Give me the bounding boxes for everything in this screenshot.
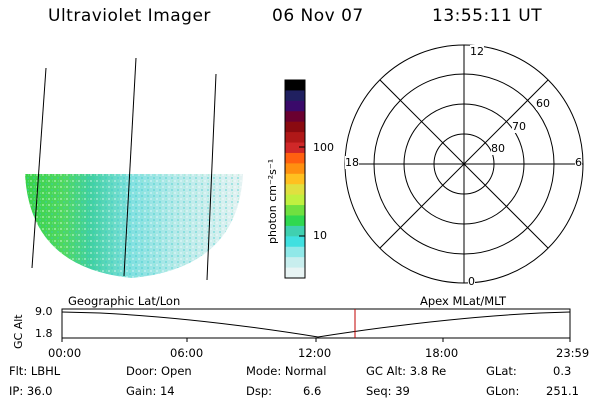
- mlt-label-0: 0: [468, 275, 475, 288]
- time-tick-0600: 06:00: [170, 346, 204, 360]
- instrument-title: Ultraviolet Imager: [48, 6, 211, 26]
- dsp-label: Dsp:: [246, 384, 273, 398]
- time-tick-0000: 00:00: [48, 346, 82, 360]
- colorbar-segment: [285, 111, 305, 123]
- mlt-label-18: 18: [345, 156, 359, 169]
- altitude-ymin: 1.8: [35, 327, 53, 340]
- colorbar-segment: [285, 132, 305, 144]
- glat-label: GLat:: [486, 364, 517, 378]
- apex-caption: Apex MLat/MLT: [420, 294, 507, 308]
- colorbar-segment: [285, 121, 305, 133]
- auroral-image: [25, 174, 243, 278]
- colorbar-ticks: [299, 146, 305, 237]
- gain-label: Gain: 14: [126, 384, 175, 398]
- altitude-ymax: 9.0: [35, 305, 53, 318]
- time-tick-1200: 12:00: [298, 346, 332, 360]
- lat-label-80: 80: [491, 142, 505, 155]
- colorbar-segment: [285, 257, 305, 269]
- colorbar-segment: [285, 205, 305, 217]
- dsp-value: 6.6: [303, 384, 322, 398]
- polar-grid: [344, 44, 584, 284]
- glat-value: 0.3: [553, 364, 572, 378]
- lat-label-70: 70: [512, 120, 526, 133]
- colorbar-segment: [285, 90, 305, 102]
- time-tick-1800: 18:00: [425, 346, 459, 360]
- colorbar-segment: [285, 246, 305, 258]
- mlt-label-6: 6: [575, 156, 582, 169]
- colorbar-segment: [285, 236, 305, 248]
- colorbar-segment: [285, 142, 305, 154]
- door-label: Door: Open: [126, 364, 192, 378]
- seq-label: Seq: 39: [366, 384, 410, 398]
- glon-value: 251.1: [546, 384, 579, 398]
- colorbar-segment: [285, 163, 305, 175]
- gc-alt-label: GC Alt: 3.8 Re: [366, 364, 447, 378]
- altitude-ylabel: GC Alt: [12, 314, 25, 349]
- colorbar-segment: [285, 80, 305, 92]
- mlt-label-12: 12: [470, 45, 484, 58]
- colorbar-unit-label: photon cm⁻²s⁻¹: [266, 158, 279, 244]
- geographic-caption: Geographic Lat/Lon: [68, 294, 181, 308]
- mode-label: Mode: Normal: [246, 364, 327, 378]
- filter-label: Flt: LBHL: [9, 364, 61, 378]
- colorbar-segment: [285, 100, 305, 112]
- colorbar-segment: [285, 267, 305, 279]
- colorbar-tick-10: 10: [313, 229, 327, 242]
- ip-label: IP: 36.0: [9, 384, 53, 398]
- time-label: 13:55:11 UT: [432, 6, 543, 26]
- colorbar-segment: [285, 225, 305, 237]
- colorbar: [284, 79, 306, 279]
- meridian-lines: [31, 57, 217, 281]
- glon-label: GLon:: [486, 384, 520, 398]
- altitude-plot: [61, 308, 571, 342]
- lat-label-60: 60: [536, 97, 550, 110]
- time-tick-2359: 23:59: [556, 346, 590, 360]
- colorbar-tick-100: 100: [313, 141, 334, 154]
- colorbar-segment: [285, 184, 305, 196]
- colorbar-segment: [285, 215, 305, 227]
- colorbar-segment: [285, 152, 305, 164]
- colorbar-segment: [285, 173, 305, 185]
- colorbar-border: [284, 79, 306, 279]
- colorbar-segment: [285, 194, 305, 206]
- date-label: 06 Nov 07: [272, 6, 364, 26]
